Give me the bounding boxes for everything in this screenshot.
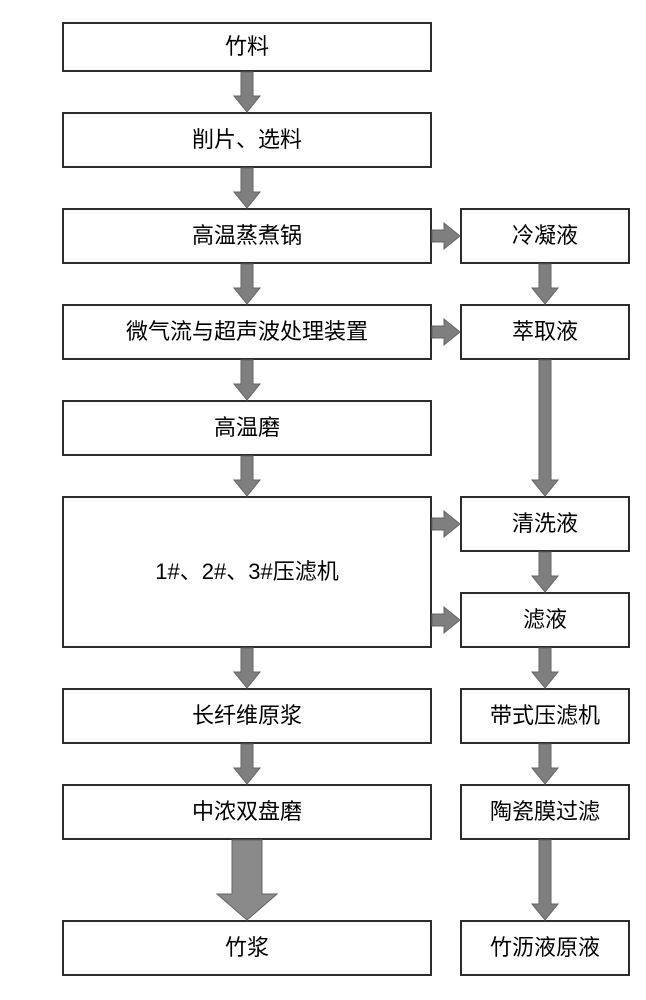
- flow-node-r7: 竹沥液原液: [460, 920, 630, 976]
- flow-node-n6: 1#、2#、3#压滤机: [62, 496, 432, 648]
- flow-node-n9: 竹浆: [62, 920, 432, 976]
- arrow: [234, 264, 260, 304]
- arrow: [532, 744, 558, 784]
- arrow: [532, 648, 558, 688]
- flow-node-n4: 微气流与超声波处理装置: [62, 304, 432, 360]
- arrow: [532, 360, 558, 496]
- arrow: [432, 223, 460, 249]
- arrow: [432, 607, 460, 633]
- arrow: [532, 264, 558, 304]
- arrow: [532, 552, 558, 592]
- flow-node-r5: 带式压滤机: [460, 688, 630, 744]
- flow-node-r4: 滤液: [460, 592, 630, 648]
- arrow: [217, 840, 277, 920]
- arrow: [532, 840, 558, 920]
- flow-node-n3: 高温蒸煮锅: [62, 208, 432, 264]
- arrow: [234, 648, 260, 688]
- arrow: [234, 72, 260, 112]
- arrow: [234, 456, 260, 496]
- arrow: [234, 360, 260, 400]
- flow-node-r2: 萃取液: [460, 304, 630, 360]
- flow-node-r3: 清洗液: [460, 496, 630, 552]
- flow-node-n8: 中浓双盘磨: [62, 784, 432, 840]
- arrow: [234, 744, 260, 784]
- flow-node-n2: 削片、选料: [62, 112, 432, 168]
- flow-node-n7: 长纤维原浆: [62, 688, 432, 744]
- flow-node-r6: 陶瓷膜过滤: [460, 784, 630, 840]
- flow-node-r1: 冷凝液: [460, 208, 630, 264]
- arrow: [234, 168, 260, 208]
- flow-node-n1: 竹料: [62, 22, 432, 72]
- flow-node-n5: 高温磨: [62, 400, 432, 456]
- arrow: [432, 319, 460, 345]
- arrow: [432, 511, 460, 537]
